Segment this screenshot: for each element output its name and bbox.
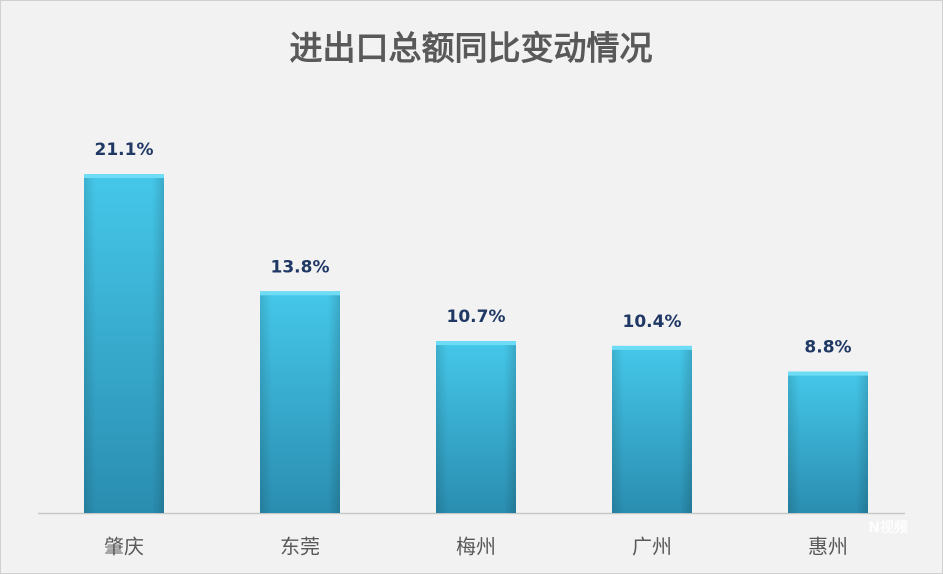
value-label: 10.7% [447,307,506,327]
x-tick-label: 梅州 [456,535,496,559]
bar-cap [260,291,340,296]
x-tick-label: 广州 [632,535,672,559]
bar-shade [436,341,516,513]
bar-shade [260,291,340,513]
x-tick-label: 东莞 [280,535,320,559]
chart-title: 进出口总额同比变动情况 [290,29,653,68]
bar-cap [612,345,692,350]
value-label: 21.1% [95,140,154,160]
bar-cap [84,174,164,178]
value-label: 13.8% [271,257,330,277]
bar-cap [436,341,516,346]
bar-shade [612,345,692,513]
x-tick-label: 肇庆 [104,535,144,559]
value-label: 8.8% [804,338,851,358]
bar-cap [788,371,868,376]
value-label: 10.4% [623,312,682,332]
bar-shade [84,174,164,513]
x-tick-label: 惠州 [808,535,848,559]
watermark: N视频 [868,519,908,536]
bar-shade [788,371,868,513]
